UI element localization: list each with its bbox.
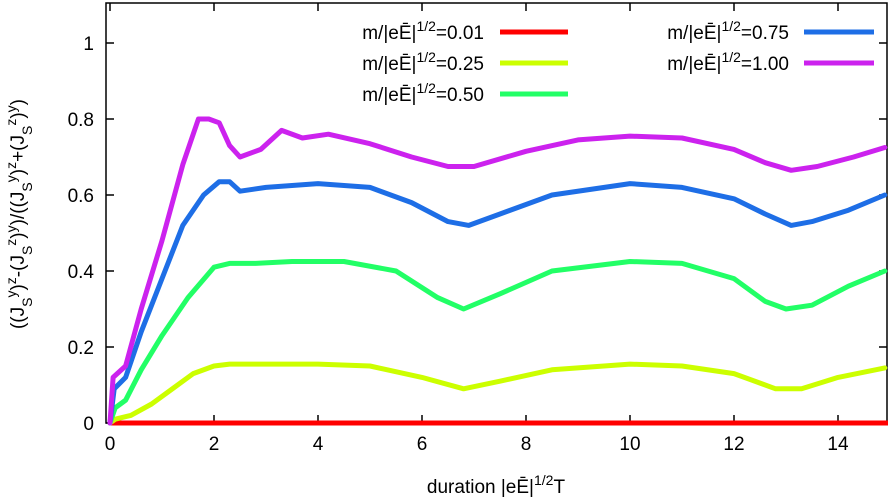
y-tick-label: 0.4 [68,262,95,283]
x-tick-label: 2 [209,434,220,455]
x-tick-label: 8 [521,434,532,455]
legend-label-2: m/|eĒ|1/2=0.50 [362,80,484,106]
series-line-1 [107,361,888,426]
y-tick-label: 0 [83,414,94,435]
x-tick-label: 0 [105,434,116,455]
x-tick-label: 12 [723,434,744,455]
y-tick-label: 0.6 [68,186,94,207]
legend-label-1: m/|eĒ|1/2=0.25 [362,49,484,75]
legend: m/|eĒ|1/2=0.01 m/|eĒ|1/2=0.25 m/|eĒ|1/2… [362,18,874,106]
legend-label-3: m/|eĒ|1/2=0.75 [667,18,789,44]
legend-label-4: m/|eĒ|1/2=1.00 [667,49,789,75]
x-tick-label: 10 [619,434,640,455]
x-tick-label: 4 [313,434,324,455]
x-tick-label: 6 [417,434,428,455]
series-line-4 [107,116,888,426]
y-axis-label: ((JSy)z-(JSz)y)/((JSy)z+(JSz)y) [3,99,35,329]
series-line-3 [107,179,888,426]
y-tick-label: 0.2 [68,338,94,359]
series-line-2 [107,259,888,426]
legend-label-0: m/|eĒ|1/2=0.01 [362,18,484,44]
series-layer [107,116,888,426]
y-tick-label: 0.8 [68,110,94,131]
x-axis-label: duration |eĒ|1/2T [427,472,566,498]
axis-ticks: 0 2 4 6 8 10 12 14 0 0.2 0.4 0.6 0.8 1 [68,3,887,455]
x-tick-label: 14 [827,434,849,455]
y-tick-label: 1 [83,34,94,55]
